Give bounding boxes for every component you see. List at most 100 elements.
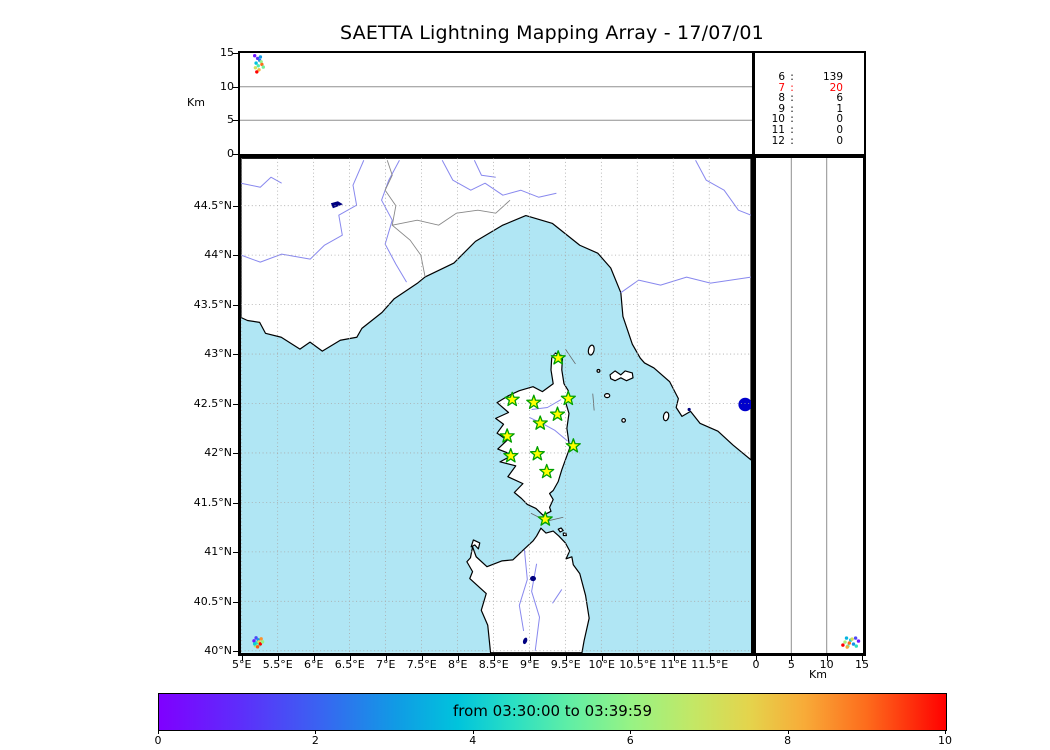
latitude-tickmark (233, 453, 238, 455)
flash-source-dot (853, 636, 858, 640)
altitude-tickmark-right (791, 656, 793, 661)
flash-source-dot (851, 642, 856, 646)
flash-source-dot (252, 642, 257, 646)
colon: : (790, 92, 794, 105)
longitude-tick-label: 7.5°E (406, 658, 437, 671)
source-count-table: 6:139 7:20 8:6 9:1 10:0 11:0 12:0 (753, 51, 866, 156)
latitude-tickmark (233, 304, 238, 306)
colorbar-tickmark (315, 731, 317, 734)
latitude-tick-label: 43°N (204, 347, 232, 361)
longitude-tickmark (709, 656, 711, 661)
flash-source-dot (252, 639, 256, 643)
source-count: 139 (822, 71, 843, 83)
map-gridlines (241, 158, 751, 653)
flash-source-dot (847, 641, 851, 645)
altitude-tick-label-right: 0 (752, 658, 760, 671)
station-marker (560, 390, 576, 406)
station-marker (549, 406, 566, 421)
lake-serre-poncon (330, 201, 343, 209)
longitude-tick-label: 6°E (303, 658, 324, 671)
longitude-tick-label: 6.5°E (334, 658, 365, 671)
lake-omodeo (522, 637, 528, 645)
altitude-gridlines-right (790, 158, 828, 653)
capraia-island (587, 344, 595, 356)
longitude-tick-label: 7°E (375, 658, 396, 671)
longitude-tickmark (565, 656, 567, 661)
station-marker (503, 448, 519, 463)
latitude-tickmark (233, 255, 238, 257)
flash-source-dot (259, 637, 263, 641)
station-marker (526, 394, 542, 410)
chart-title: SAETTA Lightning Mapping Array - 17/07/0… (340, 22, 764, 44)
altitude-axis-label-top: Km (187, 96, 205, 109)
colorbar-tickmark (630, 731, 632, 734)
altitude-longitude-panel (238, 51, 754, 156)
lake-coghinas (530, 575, 537, 582)
altitude-longitude-canvas (240, 54, 752, 121)
latitude-tick-label: 43.5°N (193, 297, 232, 311)
flash-source-dot (850, 637, 854, 641)
sardinia (466, 527, 590, 653)
flash-source-dot (260, 640, 265, 644)
flash-source-dot (260, 62, 264, 67)
source-count-row: 10: 0 (755, 114, 864, 125)
colorbar-tick-label: 2 (311, 734, 319, 747)
colon: : (790, 123, 794, 136)
station-level: 12 (771, 134, 785, 147)
flash-source-dot (844, 636, 849, 640)
longitude-tickmark (493, 656, 495, 661)
altitude-tick-label: 0 (227, 147, 234, 160)
flash-source-dot (856, 639, 861, 643)
latitude-tickmark (233, 651, 238, 653)
longitude-tickmark (241, 656, 243, 661)
altitude-gridlines (240, 86, 752, 121)
flash-source-dot (255, 645, 260, 649)
longitude-tickmark (529, 656, 531, 661)
elba-island (609, 370, 634, 382)
colorbar-tickmark (945, 731, 946, 734)
source-count: 0 (836, 113, 843, 126)
longitude-tickmark (673, 656, 675, 661)
admin-borders (384, 160, 511, 278)
colorbar-tick-label: 6 (626, 734, 634, 747)
longitude-tickmark (457, 656, 459, 661)
station-marker (565, 438, 581, 453)
source-count-row: 8: 6 (755, 93, 864, 104)
altitude-tickmark (233, 86, 238, 88)
flash-source-dot (255, 70, 259, 74)
longitude-tick-label: 10.5°E (619, 658, 657, 671)
longitude-tick-label: 9°E (519, 658, 540, 671)
colon: : (790, 102, 794, 115)
altitude-tickmark (233, 53, 238, 54)
altitude-tickmark-right (756, 656, 757, 661)
latitude-tick-label: 40°N (204, 644, 232, 658)
flash-source-dot (843, 640, 847, 644)
map-canvas (241, 158, 751, 653)
flash-sources-map (252, 636, 265, 649)
mainland-coast (241, 158, 751, 461)
station-marker (529, 446, 545, 461)
longitude-tick-label: 11.5°E (691, 658, 729, 671)
map-panel (238, 155, 754, 656)
colon: : (790, 71, 794, 83)
latitude-tick-label: 42.5°N (193, 396, 232, 410)
source-count-row: 6: 139 (755, 72, 864, 83)
altitude-axis-label-right: Km (809, 668, 827, 681)
station-marker (499, 428, 515, 443)
colorbar-tick-label: 8 (784, 734, 792, 747)
asinara-island (470, 539, 481, 550)
flash-source-dot (253, 54, 257, 58)
source-count-row: 9: 1 (755, 104, 864, 115)
longitude-tickmark (637, 656, 639, 661)
flash-source-dot (253, 66, 258, 70)
colorbar-tick-label: 0 (154, 734, 162, 747)
longitude-tick-label: 8°E (447, 658, 468, 671)
orbetello-lagoon (687, 407, 691, 412)
station-marker (537, 511, 553, 526)
colorbar-tickmark (787, 731, 789, 734)
station-level: 6 (778, 71, 785, 83)
longitude-tickmark (385, 656, 387, 661)
latitude-tick-label: 41°N (204, 545, 232, 559)
lakes (330, 201, 751, 645)
